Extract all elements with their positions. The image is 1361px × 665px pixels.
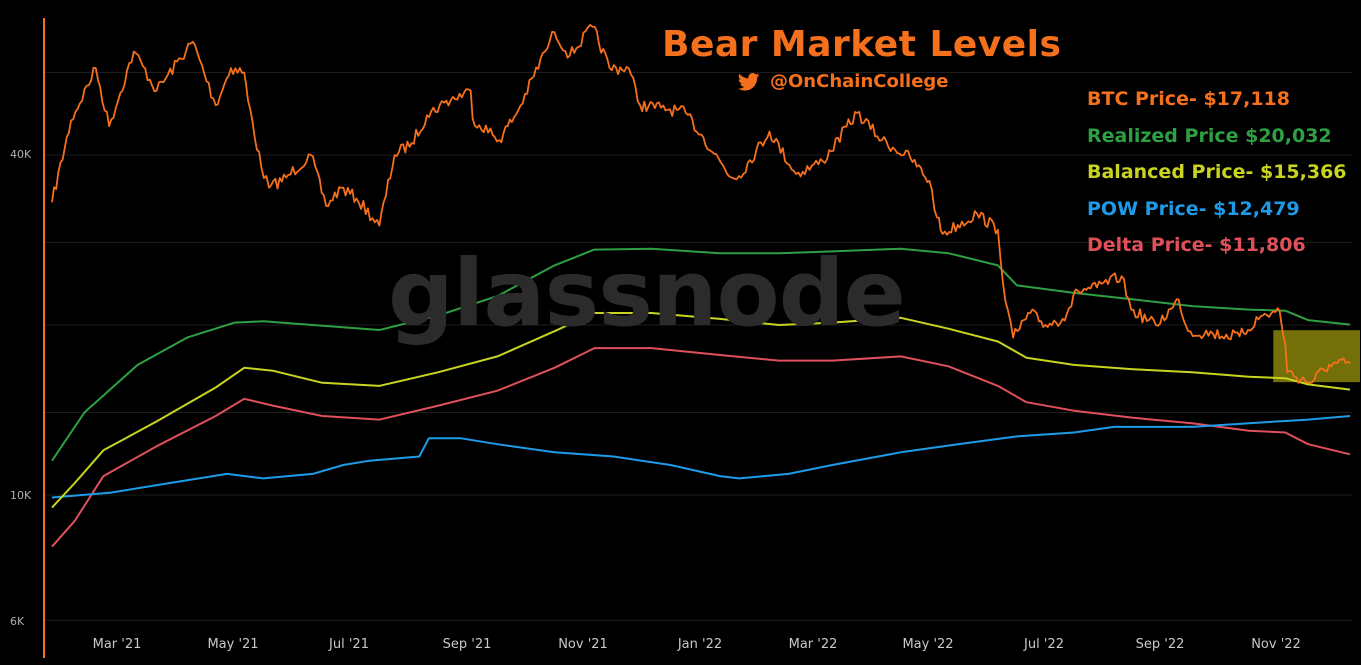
- legend-item-realized: Realized Price $20,032: [1087, 124, 1332, 147]
- watermark: glassnode: [388, 240, 906, 347]
- twitter-handle: @OnChainCollege: [738, 71, 949, 92]
- x-tick-label: Mar '22: [788, 637, 838, 652]
- twitter-bird-icon: [738, 72, 760, 91]
- x-tick-label: May '21: [207, 637, 259, 652]
- y-tick-label: 10K: [10, 489, 32, 502]
- legend-item-btc: BTC Price- $17,118: [1087, 88, 1290, 110]
- x-tick-label: Sep '21: [442, 637, 492, 652]
- handle-text: @OnChainCollege: [770, 71, 949, 92]
- y-tick-label: 6K: [10, 615, 25, 628]
- series-line-delta-price: [51, 347, 1351, 548]
- chart-title: Bear Market Levels: [662, 24, 1062, 65]
- series-layer: [51, 24, 1351, 548]
- legend-item-delta: Delta Price- $11,806: [1087, 234, 1306, 256]
- x-tick-label: Jul '22: [1024, 637, 1064, 652]
- legend-item-balanced: Balanced Price- $15,366: [1087, 161, 1347, 183]
- legend: BTC Price- $17,118 Realized Price $20,03…: [1087, 87, 1347, 270]
- x-tick-label: Nov '22: [1251, 637, 1301, 652]
- x-tick-label: Jul '21: [329, 637, 369, 652]
- x-tick-label: Nov '21: [558, 637, 608, 652]
- series-line-btc-price: [51, 24, 1351, 384]
- x-tick-label: Jan '22: [677, 637, 723, 652]
- legend-item-pow: POW Price- $12,479: [1087, 197, 1300, 220]
- x-tick-label: Mar '21: [92, 637, 142, 652]
- series-line-pow-price: [51, 415, 1351, 499]
- x-tick-label: May '22: [902, 637, 954, 652]
- x-tick-label: Sep '22: [1135, 637, 1185, 652]
- series-line-balanced-price: [51, 312, 1351, 509]
- grid-lines: [44, 71, 1352, 621]
- series-line-realized-price: [51, 247, 1351, 462]
- y-tick-label: 40K: [10, 148, 32, 161]
